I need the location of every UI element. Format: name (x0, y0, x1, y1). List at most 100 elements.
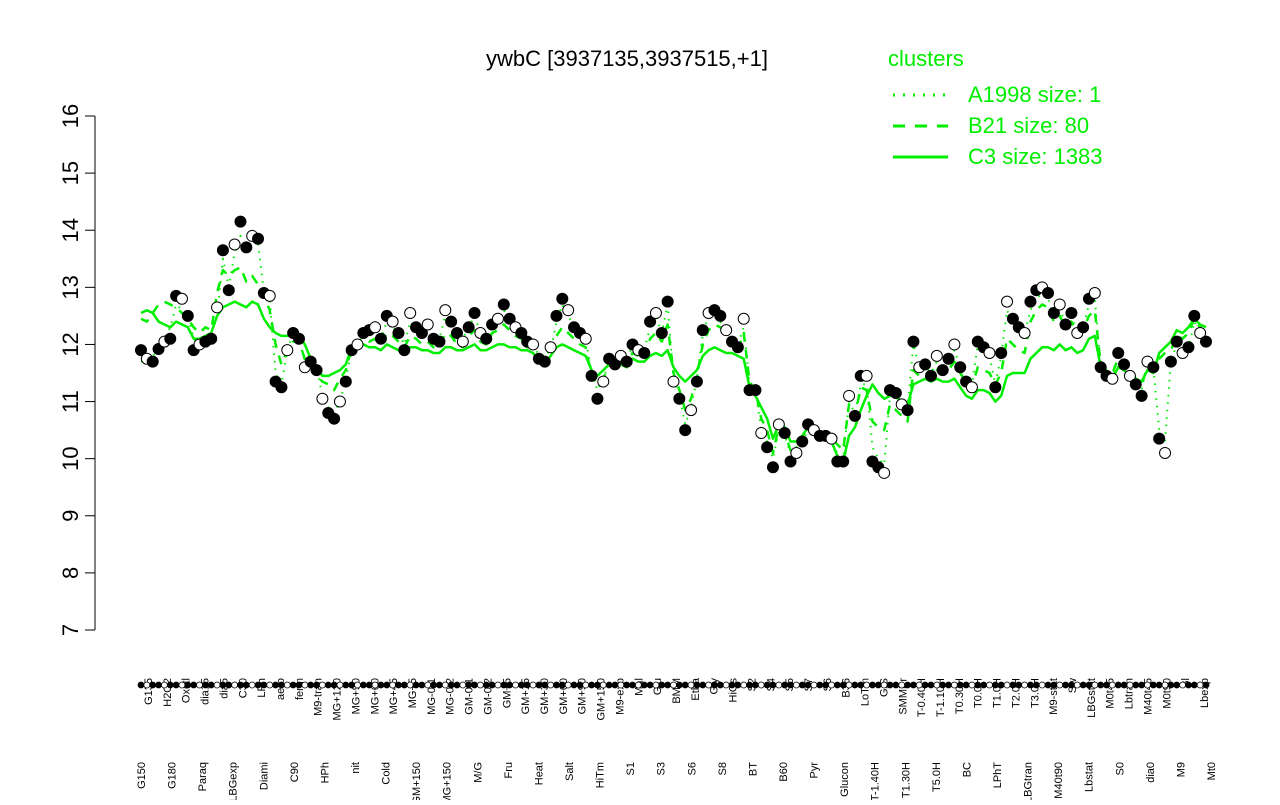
x-rug-mark (752, 681, 759, 689)
x-rug-mark (974, 681, 982, 689)
x-tick-label-bottom: Mt0 (1206, 762, 1218, 780)
x-rug-mark (1032, 681, 1040, 689)
x-rug-mark (137, 681, 145, 689)
data-point (796, 435, 809, 448)
data-point (445, 315, 458, 328)
x-rug-mark (705, 681, 713, 689)
x-rug-mark (746, 681, 753, 689)
data-point (562, 304, 575, 317)
data-point (655, 327, 668, 340)
x-rug-mark (997, 681, 1005, 689)
x-rug-mark (418, 681, 426, 689)
x-rug-mark (558, 681, 566, 689)
x-rug-mark (857, 681, 865, 689)
data-point (790, 446, 803, 459)
x-rug-mark (476, 681, 484, 689)
y-tick-label: 16 (58, 104, 83, 128)
x-rug-mark (482, 681, 490, 689)
x-rug-mark (424, 681, 432, 689)
data-point (644, 315, 657, 328)
x-rug-mark (547, 681, 555, 689)
x-rug-mark (781, 681, 789, 689)
data-point (965, 381, 978, 394)
data-point (1194, 327, 1207, 340)
data-point (1001, 295, 1014, 308)
x-rug-mark (1126, 681, 1134, 689)
x-rug-mark (828, 681, 835, 689)
x-tick-label-bottom: BT (747, 762, 759, 776)
data-point (281, 344, 294, 357)
x-rug-mark (722, 681, 730, 689)
data-point (696, 324, 709, 337)
data-point (889, 386, 902, 399)
data-point (954, 361, 967, 374)
data-point (480, 332, 493, 345)
x-tick-label-bottom: LBGtran (1023, 762, 1035, 800)
data-point (837, 455, 850, 468)
data-point (351, 338, 364, 351)
x-rug-mark (927, 681, 935, 689)
data-point (948, 338, 961, 351)
x-rug-mark (1120, 681, 1128, 689)
x-tick-label-bottom: Cold (381, 762, 393, 785)
x-rug-mark (658, 681, 666, 689)
x-rug-mark (716, 681, 724, 689)
x-rug-mark (161, 681, 168, 689)
x-rug-mark (991, 681, 999, 689)
x-rug-mark (541, 681, 549, 689)
data-point (1094, 361, 1107, 374)
data-point (175, 292, 188, 305)
x-rug-mark (681, 681, 689, 689)
data-point (649, 307, 662, 320)
data-point (491, 312, 504, 325)
data-point (901, 404, 914, 417)
x-rug-mark (1196, 681, 1204, 689)
x-rug-mark (804, 681, 812, 689)
data-point (755, 426, 768, 439)
data-point (1059, 318, 1072, 331)
x-tick-label-bottom: S3 (656, 762, 668, 775)
x-tick-label-bottom: G150 (136, 762, 148, 789)
x-rug-mark (155, 681, 162, 689)
x-rug-mark (225, 681, 233, 689)
data-point (1118, 358, 1131, 371)
data-point (1106, 372, 1119, 385)
x-tick-label-bottom: M9 (1175, 762, 1187, 777)
x-rug-mark (359, 681, 367, 689)
legend-label-a1998: A1998 size: 1 (968, 82, 1101, 107)
x-rug-mark (500, 681, 508, 689)
x-tick-label-top: ferm (294, 678, 306, 700)
x-tick-label-bottom: S6 (686, 762, 698, 775)
x-rug-mark (816, 681, 824, 689)
x-rug-mark (1003, 681, 1011, 689)
data-point (667, 375, 680, 388)
chart-title: ywbC [3937135,3937515,+1] (486, 46, 768, 71)
x-rug-mark (494, 681, 502, 689)
x-rug-mark (535, 681, 543, 689)
y-tick-label: 7 (58, 624, 83, 636)
data-point (1123, 369, 1136, 382)
data-point (216, 244, 229, 257)
data-point (468, 307, 481, 320)
data-point (328, 412, 341, 425)
data-point (450, 327, 463, 340)
x-rug-mark (1021, 681, 1028, 689)
x-rug-mark (1073, 681, 1081, 689)
legend: clusters A1998 size: 1 B21 size: 80 C3 s… (888, 46, 1103, 169)
x-rug-mark (143, 681, 151, 689)
x-rug-mark (260, 681, 268, 689)
data-point (784, 455, 797, 468)
data-point (398, 344, 411, 357)
x-rug-mark (640, 681, 648, 689)
data-point (989, 381, 1002, 394)
data-point (1053, 298, 1066, 311)
data-point (515, 327, 528, 340)
x-tick-label-top: MG+120 (332, 678, 344, 721)
data-point (591, 392, 604, 405)
data-point (995, 347, 1008, 360)
data-point (497, 298, 510, 311)
x-rug-mark (266, 681, 274, 689)
x-rug-mark (1185, 681, 1192, 689)
x-rug-mark (166, 681, 174, 689)
x-rug-mark (1079, 681, 1087, 689)
